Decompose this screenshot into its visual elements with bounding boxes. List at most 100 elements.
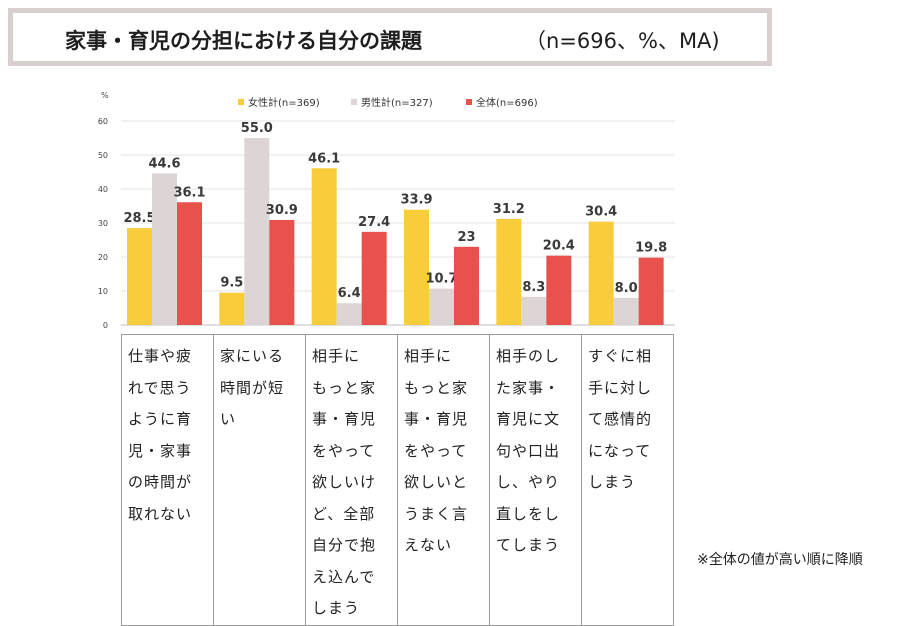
legend-swatch <box>238 99 244 105</box>
category-label-line: い <box>220 410 237 428</box>
category-label-line: 育児に文 <box>496 410 561 428</box>
category-label-line: 家にいる <box>220 347 285 365</box>
category-label-line: もっと家 <box>404 378 469 397</box>
data-label: 20.4 <box>543 239 575 254</box>
bar <box>219 292 245 325</box>
bar <box>311 168 337 325</box>
y-tick-label: 0 <box>103 321 108 330</box>
bar <box>429 288 454 325</box>
category-label-line: の時間が <box>128 473 193 491</box>
category-label-line: れで思う <box>128 378 192 397</box>
data-label: 19.8 <box>635 241 667 256</box>
category-label-line: 欲しいけ <box>312 473 377 491</box>
category-label: 相手にもっと家事・育児をやって欲しいけど、全部自分で抱え込んでしまう <box>305 334 398 626</box>
data-label: 33.9 <box>400 193 432 208</box>
category-label-line: 句や口出 <box>496 441 561 460</box>
category-label-line: 自分で抱 <box>312 536 377 554</box>
chart-title: 家事・育児の分担における自分の課題 <box>65 29 422 53</box>
data-label: 6.4 <box>338 286 361 301</box>
legend-swatch <box>351 99 357 105</box>
data-label: 9.5 <box>220 276 243 291</box>
category-label-line: もっと家 <box>312 378 377 397</box>
category-label-line: 事・育児 <box>404 410 469 428</box>
title-box: 家事・育児の分担における自分の課題 （n=696、%、MA) <box>8 8 772 66</box>
category-label-line: 児・家事 <box>128 441 193 460</box>
category-label-line: 欲しいと <box>404 473 469 491</box>
y-axis-unit-label: % <box>101 91 109 100</box>
y-tick-label: 50 <box>98 151 108 160</box>
bar <box>496 218 522 325</box>
y-tick-label: 40 <box>98 185 108 194</box>
data-label: 28.5 <box>123 211 155 226</box>
category-label-line: 相手に <box>312 347 361 365</box>
category-label-line: 相手のし <box>496 347 561 365</box>
data-label: 55.0 <box>241 121 273 136</box>
category-label-line: しまう <box>312 599 361 617</box>
category-label-line: しまう <box>588 473 637 491</box>
category-label-line: すぐに相 <box>588 347 653 365</box>
bar <box>244 138 270 325</box>
y-tick-label: 20 <box>98 253 108 262</box>
data-label: 27.4 <box>358 215 390 230</box>
category-label: 相手のした家事・育児に文句や口出し、やり直しをしてしまう <box>489 334 582 626</box>
bar <box>546 255 572 325</box>
bar <box>336 303 362 325</box>
category-label-line: になって <box>588 441 652 460</box>
y-tick-label: 10 <box>98 287 108 296</box>
category-label-row: 仕事や疲 れで思う ように育 児・家事 の時間が 取れない 家にいる 時間が短い相手に もっと家… <box>121 334 674 626</box>
data-label: 23 <box>457 230 475 245</box>
data-label: 30.9 <box>266 203 298 218</box>
category-label-line: ように育 <box>128 410 193 428</box>
category-label-line: え込んで <box>312 567 376 586</box>
bar <box>361 231 387 325</box>
bar <box>638 257 664 325</box>
chart-subtitle: （n=696、%、MA) <box>525 29 720 53</box>
category-label-line: ど、全部 <box>312 504 376 523</box>
data-label: 31.2 <box>493 202 525 217</box>
bar <box>152 173 177 325</box>
category-label-line: 手に対し <box>588 378 653 397</box>
bar-chart: % 0 10 20 30 40 50 60 女性計(n=369) 男性計(n=327) 全体(n=6… <box>98 91 675 330</box>
category-label: 家にいる 時間が短い <box>213 334 306 626</box>
data-label: 36.1 <box>173 185 205 200</box>
legend-swatch <box>466 99 472 105</box>
category-label-line: てしまう <box>496 536 561 554</box>
y-tick-label: 30 <box>98 219 108 228</box>
category-label-line: をやって <box>312 441 376 460</box>
category-label-table: 仕事や疲 れで思う ように育 児・家事 の時間が 取れない 家にいる 時間が短い相手に もっと家… <box>121 334 674 626</box>
data-label: 10.7 <box>425 272 457 287</box>
bar <box>588 221 614 325</box>
data-label: 44.6 <box>148 156 180 171</box>
category-label-line: 仕事や疲 <box>128 347 193 365</box>
bar <box>269 219 295 325</box>
category-label-line: 直しをし <box>496 504 561 523</box>
category-label: 仕事や疲れで思うように育児・家事の時間が取れない <box>121 334 214 626</box>
bar <box>127 228 152 325</box>
bar <box>177 202 202 325</box>
category-label-line: し、やり <box>496 473 561 491</box>
legend-label: 男性計(n=327) <box>361 96 433 109</box>
bar <box>404 209 429 325</box>
category-label: すぐに相手に対して感情的になってしまう <box>581 334 674 626</box>
bar <box>454 246 479 325</box>
data-label: 46.1 <box>308 151 340 166</box>
category-label: 相手にもっと家事・育児をやって欲しいとうまく言えない <box>397 334 490 626</box>
y-tick-label: 60 <box>98 117 108 126</box>
data-label: 8.3 <box>522 280 545 295</box>
category-label-line: 事・育児 <box>312 410 377 428</box>
category-label-line: て感情的 <box>588 410 653 428</box>
category-label-line: 取れない <box>128 504 193 523</box>
category-label-line: えない <box>404 536 453 554</box>
category-label-line: 時間が短 <box>220 378 285 397</box>
data-label: 30.4 <box>585 205 617 220</box>
legend-label: 女性計(n=369) <box>248 96 320 109</box>
category-label-line: た家事・ <box>496 378 561 397</box>
data-label: 8.0 <box>615 281 638 296</box>
sort-note: ※全体の値が高い順に降順 <box>697 552 863 568</box>
category-label-line: をやって <box>404 441 468 460</box>
legend-label: 全体(n=696) <box>476 96 538 109</box>
category-label-line: 相手に <box>404 347 453 365</box>
bar <box>613 297 639 325</box>
bar <box>521 296 547 325</box>
category-label-line: うまく言 <box>404 504 469 523</box>
